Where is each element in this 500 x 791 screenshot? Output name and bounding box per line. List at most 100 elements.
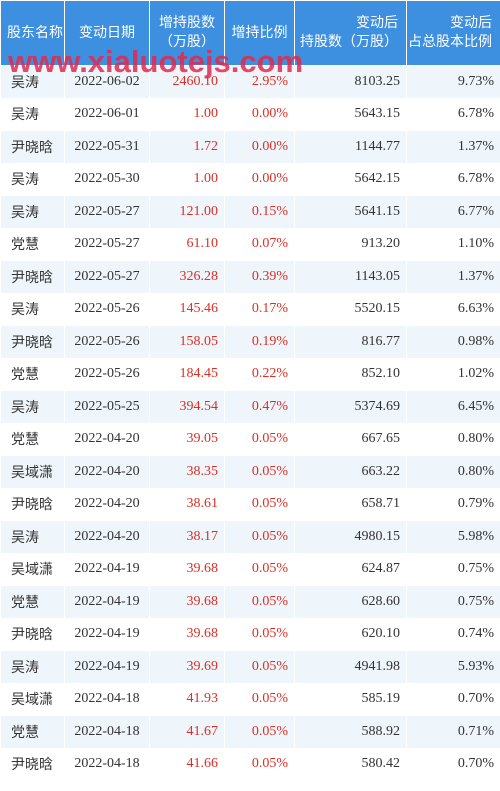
header-post-holding: 变动后 持股数（万股）: [294, 0, 407, 66]
cell-increase-ratio: 0.05%: [224, 617, 295, 651]
cell-post-holding: 4980.15: [294, 520, 407, 554]
cell-shareholder-name: 尹晓晗: [0, 260, 65, 294]
table-row: 尹晓晗 2022-04-18 41.66 0.05% 580.42 0.70%: [0, 747, 500, 781]
table-row: 尹晓晗 2022-05-27 326.28 0.39% 1143.05 1.37%: [0, 260, 500, 294]
cell-post-ratio: 1.37%: [406, 130, 500, 164]
cell-post-ratio: 6.77%: [406, 195, 500, 229]
cell-increase-shares: 39.69: [149, 650, 225, 684]
cell-increase-ratio: 0.17%: [224, 292, 295, 326]
cell-post-ratio: 0.98%: [406, 325, 500, 359]
cell-change-date: 2022-05-27: [64, 195, 150, 229]
cell-change-date: 2022-05-30: [64, 162, 150, 196]
table-row: 党慧 2022-05-26 184.45 0.22% 852.10 1.02%: [0, 357, 500, 391]
header-post-ratio: 变动后 占总股本比例: [406, 0, 500, 66]
cell-post-ratio: 1.37%: [406, 260, 500, 294]
cell-increase-shares: 61.10: [149, 227, 225, 261]
header-change-date: 变动日期: [64, 0, 150, 66]
table-row: 尹晓晗 2022-05-26 158.05 0.19% 816.77 0.98%: [0, 325, 500, 359]
cell-increase-shares: 145.46: [149, 292, 225, 326]
cell-shareholder-name: 尹晓晗: [0, 487, 65, 521]
cell-increase-ratio: 0.00%: [224, 162, 295, 196]
cell-change-date: 2022-04-19: [64, 617, 150, 651]
table-row: 吴涛 2022-04-20 38.17 0.05% 4980.15 5.98%: [0, 520, 500, 554]
cell-post-holding: 816.77: [294, 325, 407, 359]
cell-post-ratio: 0.79%: [406, 487, 500, 521]
table-row: 吴涛 2022-05-30 1.00 0.00% 5642.15 6.78%: [0, 162, 500, 196]
cell-shareholder-name: 吴域潇: [0, 552, 65, 586]
cell-shareholder-name: 吴涛: [0, 390, 65, 424]
cell-post-holding: 1144.77: [294, 130, 407, 164]
header-increase-ratio: 增持比例: [224, 0, 295, 66]
cell-post-holding: 8103.25: [294, 65, 407, 99]
cell-increase-ratio: 0.05%: [224, 455, 295, 489]
table-row: 吴域潇 2022-04-20 38.35 0.05% 663.22 0.80%: [0, 455, 500, 489]
table-row: 党慧 2022-05-27 61.10 0.07% 913.20 1.10%: [0, 227, 500, 261]
cell-increase-shares: 39.05: [149, 422, 225, 456]
cell-shareholder-name: 尹晓晗: [0, 617, 65, 651]
cell-post-ratio: 5.98%: [406, 520, 500, 554]
cell-shareholder-name: 吴域潇: [0, 455, 65, 489]
cell-post-holding: 585.19: [294, 682, 407, 716]
cell-increase-shares: 38.17: [149, 520, 225, 554]
cell-change-date: 2022-05-25: [64, 390, 150, 424]
cell-shareholder-name: 吴域潇: [0, 682, 65, 716]
cell-change-date: 2022-05-26: [64, 325, 150, 359]
cell-increase-ratio: 0.05%: [224, 552, 295, 586]
cell-shareholder-name: 吴涛: [0, 292, 65, 326]
cell-increase-shares: 121.00: [149, 195, 225, 229]
cell-shareholder-name: 党慧: [0, 715, 65, 749]
cell-post-holding: 658.71: [294, 487, 407, 521]
table-row: 吴涛 2022-04-19 39.69 0.05% 4941.98 5.93%: [0, 650, 500, 684]
cell-increase-ratio: 0.05%: [224, 585, 295, 619]
table-row: 吴域潇 2022-04-19 39.68 0.05% 624.87 0.75%: [0, 552, 500, 586]
table-body: 吴涛 2022-06-02 2460.10 2.95% 8103.25 9.73% 吴涛 20…: [0, 65, 500, 781]
cell-increase-shares: 1.72: [149, 130, 225, 164]
header-post-holding-label: 变动后 持股数（万股）: [300, 15, 398, 50]
cell-change-date: 2022-06-01: [64, 97, 150, 131]
cell-change-date: 2022-05-27: [64, 227, 150, 261]
cell-increase-shares: 158.05: [149, 325, 225, 359]
cell-post-holding: 624.87: [294, 552, 407, 586]
table-row: 吴涛 2022-06-01 1.00 0.00% 5643.15 6.78%: [0, 97, 500, 131]
table-row: 吴涛 2022-06-02 2460.10 2.95% 8103.25 9.73%: [0, 65, 500, 99]
cell-increase-shares: 39.68: [149, 585, 225, 619]
cell-shareholder-name: 尹晓晗: [0, 130, 65, 164]
cell-increase-shares: 184.45: [149, 357, 225, 391]
cell-increase-ratio: 0.05%: [224, 747, 295, 781]
table-header-row: 股东名称 变动日期 增持股数 （万股） 增持比例 变动后 持股数（万股） 变动后 占总…: [0, 0, 500, 66]
cell-change-date: 2022-04-18: [64, 715, 150, 749]
cell-shareholder-name: 党慧: [0, 227, 65, 261]
table-row: 尹晓晗 2022-04-20 38.61 0.05% 658.71 0.79%: [0, 487, 500, 521]
cell-change-date: 2022-04-20: [64, 455, 150, 489]
cell-increase-ratio: 0.15%: [224, 195, 295, 229]
table-row: 尹晓晗 2022-05-31 1.72 0.00% 1144.77 1.37%: [0, 130, 500, 164]
header-increase-shares-label: 增持股数 （万股）: [159, 15, 215, 50]
cell-post-holding: 628.60: [294, 585, 407, 619]
cell-shareholder-name: 党慧: [0, 357, 65, 391]
table-row: 党慧 2022-04-18 41.67 0.05% 588.92 0.71%: [0, 715, 500, 749]
cell-increase-ratio: 0.05%: [224, 520, 295, 554]
cell-change-date: 2022-04-20: [64, 422, 150, 456]
cell-increase-ratio: 2.95%: [224, 65, 295, 99]
cell-increase-ratio: 0.05%: [224, 487, 295, 521]
cell-increase-shares: 38.61: [149, 487, 225, 521]
cell-post-ratio: 1.10%: [406, 227, 500, 261]
cell-change-date: 2022-05-26: [64, 292, 150, 326]
cell-increase-shares: 41.93: [149, 682, 225, 716]
cell-change-date: 2022-05-27: [64, 260, 150, 294]
cell-post-ratio: 0.80%: [406, 422, 500, 456]
cell-change-date: 2022-04-20: [64, 520, 150, 554]
cell-post-ratio: 0.74%: [406, 617, 500, 651]
cell-increase-ratio: 0.19%: [224, 325, 295, 359]
cell-post-holding: 913.20: [294, 227, 407, 261]
cell-change-date: 2022-06-02: [64, 65, 150, 99]
table-row: 党慧 2022-04-19 39.68 0.05% 628.60 0.75%: [0, 585, 500, 619]
cell-increase-shares: 394.54: [149, 390, 225, 424]
table-row: 吴域潇 2022-04-18 41.93 0.05% 585.19 0.70%: [0, 682, 500, 716]
cell-increase-shares: 41.67: [149, 715, 225, 749]
cell-increase-shares: 38.35: [149, 455, 225, 489]
cell-post-ratio: 5.93%: [406, 650, 500, 684]
table-row: 吴涛 2022-05-26 145.46 0.17% 5520.15 6.63%: [0, 292, 500, 326]
header-shareholder-name: 股东名称: [0, 0, 65, 66]
